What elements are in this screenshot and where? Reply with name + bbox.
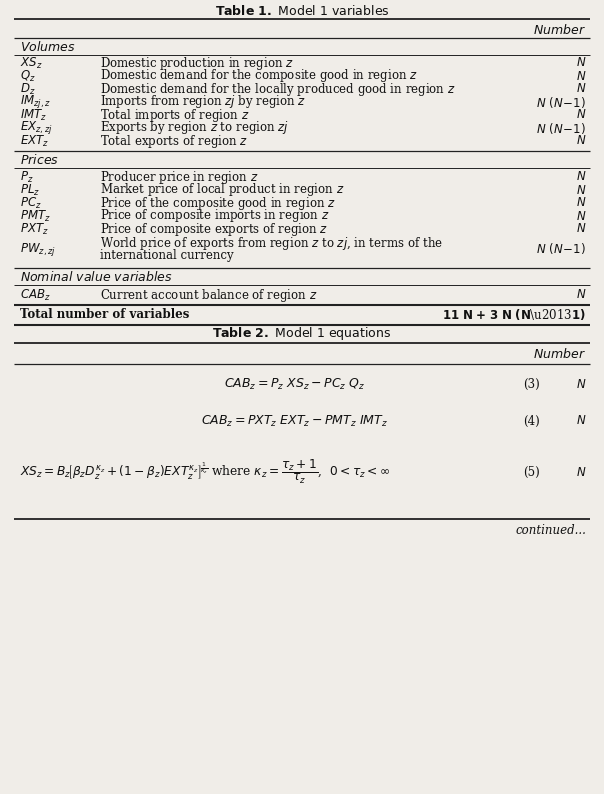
Text: $N$: $N$: [576, 414, 586, 427]
Text: $N$: $N$: [576, 183, 586, 196]
Text: $P_z$: $P_z$: [20, 169, 34, 184]
Text: $\mathit{Nominal\ value\ variables}$: $\mathit{Nominal\ value\ variables}$: [20, 270, 173, 284]
Text: Domestic demand for the composite good in region $z$: Domestic demand for the composite good i…: [100, 67, 418, 84]
Text: Domestic production in region $z$: Domestic production in region $z$: [100, 55, 294, 71]
Text: $XS_z$: $XS_z$: [20, 56, 42, 71]
Text: (4): (4): [524, 414, 541, 427]
Text: $CAB_z = P_z\ XS_z - PC_z\ Q_z$: $CAB_z = P_z\ XS_z - PC_z\ Q_z$: [224, 376, 365, 391]
Text: $N$: $N$: [576, 377, 586, 391]
Text: Total imports of region $z$: Total imports of region $z$: [100, 106, 249, 124]
Text: $Q_z$: $Q_z$: [20, 68, 36, 83]
Text: $N$: $N$: [576, 210, 586, 222]
Text: $N\ (N\!-\!1)$: $N\ (N\!-\!1)$: [536, 241, 586, 256]
Text: $D_z$: $D_z$: [20, 82, 36, 97]
Text: (3): (3): [524, 377, 541, 391]
Text: $N$: $N$: [576, 465, 586, 479]
Text: Total number of variables: Total number of variables: [20, 307, 190, 321]
Text: Current account balance of region $z$: Current account balance of region $z$: [100, 287, 318, 303]
Text: $EX_{z,zj}$: $EX_{z,zj}$: [20, 120, 53, 137]
Text: $CAB_z$: $CAB_z$: [20, 287, 51, 303]
Text: $PL_z$: $PL_z$: [20, 183, 40, 198]
Text: $N$: $N$: [576, 288, 586, 302]
Text: (5): (5): [524, 465, 541, 479]
Text: World price of exports from region $z$ to $zj$, in terms of the: World price of exports from region $z$ t…: [100, 234, 443, 252]
Text: $PW_{z,zj}$: $PW_{z,zj}$: [20, 241, 56, 257]
Text: $EXT_z$: $EXT_z$: [20, 133, 49, 148]
Text: Domestic demand for the locally produced good in region $z$: Domestic demand for the locally produced…: [100, 80, 455, 98]
Text: Producer price in region $z$: Producer price in region $z$: [100, 168, 259, 186]
Text: Imports from region $zj$ by region $z$: Imports from region $zj$ by region $z$: [100, 94, 306, 110]
Text: $N$: $N$: [576, 134, 586, 148]
Text: Price of the composite good in region $z$: Price of the composite good in region $z…: [100, 195, 336, 211]
Text: $\mathit{Number}$: $\mathit{Number}$: [533, 347, 586, 361]
Text: $N\ (N\!-\!1)$: $N\ (N\!-\!1)$: [536, 94, 586, 110]
Text: $IMT_z$: $IMT_z$: [20, 107, 47, 122]
Text: $IM_{zj,z}$: $IM_{zj,z}$: [20, 94, 51, 110]
Text: $N$: $N$: [576, 171, 586, 183]
Text: $PC_z$: $PC_z$: [20, 195, 42, 210]
Text: international currency: international currency: [100, 249, 234, 261]
Text: $\mathit{Volumes}$: $\mathit{Volumes}$: [20, 40, 76, 54]
Text: $PMT_z$: $PMT_z$: [20, 209, 51, 224]
Text: Total exports of region $z$: Total exports of region $z$: [100, 133, 248, 149]
Text: continued...: continued...: [515, 525, 586, 538]
Text: $N$: $N$: [576, 83, 586, 95]
Text: $N$: $N$: [576, 222, 586, 236]
Text: $XS_z = B_z\!\left[\beta_z D_z^{\kappa_z} + (1-\beta_z)EXT_z^{\kappa_z}\right]^{: $XS_z = B_z\!\left[\beta_z D_z^{\kappa_z…: [20, 458, 390, 486]
Text: $CAB_z = PXT_z\ EXT_z - PMT_z\ IMT_z$: $CAB_z = PXT_z\ EXT_z - PMT_z\ IMT_z$: [202, 414, 388, 429]
Text: $N$: $N$: [576, 70, 586, 83]
Text: $PXT_z$: $PXT_z$: [20, 222, 49, 237]
Text: $N$: $N$: [576, 56, 586, 70]
Text: $\mathit{Prices}$: $\mathit{Prices}$: [20, 153, 59, 167]
Text: $\mathbf{Table\ 2.}$$\rm{\ Model\ 1\ equations}$: $\mathbf{Table\ 2.}$$\rm{\ Model\ 1\ equ…: [213, 326, 391, 342]
Text: $N$: $N$: [576, 109, 586, 121]
Text: Exports by region $z$ to region $zj$: Exports by region $z$ to region $zj$: [100, 120, 289, 137]
Text: $N$: $N$: [576, 196, 586, 210]
Text: $\mathbf{Table\ 1.}$$\rm{\ Model\ 1\ variables}$: $\mathbf{Table\ 1.}$$\rm{\ Model\ 1\ var…: [214, 4, 390, 18]
Text: Price of composite exports of region $z$: Price of composite exports of region $z$: [100, 221, 329, 237]
Text: Market price of local product in region $z$: Market price of local product in region …: [100, 182, 344, 198]
Text: Price of composite imports in region $z$: Price of composite imports in region $z$: [100, 207, 330, 225]
Text: $\mathbf{11}$ $\mathbf{N}$ $\mathbf{+}$ $\mathbf{3}$ $\mathbf{N}$ $\mathbf{(N}$\: $\mathbf{11}$ $\mathbf{N}$ $\mathbf{+}$ …: [442, 306, 586, 322]
Text: $N\ (N\!-\!1)$: $N\ (N\!-\!1)$: [536, 121, 586, 136]
Text: $\mathit{Number}$: $\mathit{Number}$: [533, 23, 586, 37]
